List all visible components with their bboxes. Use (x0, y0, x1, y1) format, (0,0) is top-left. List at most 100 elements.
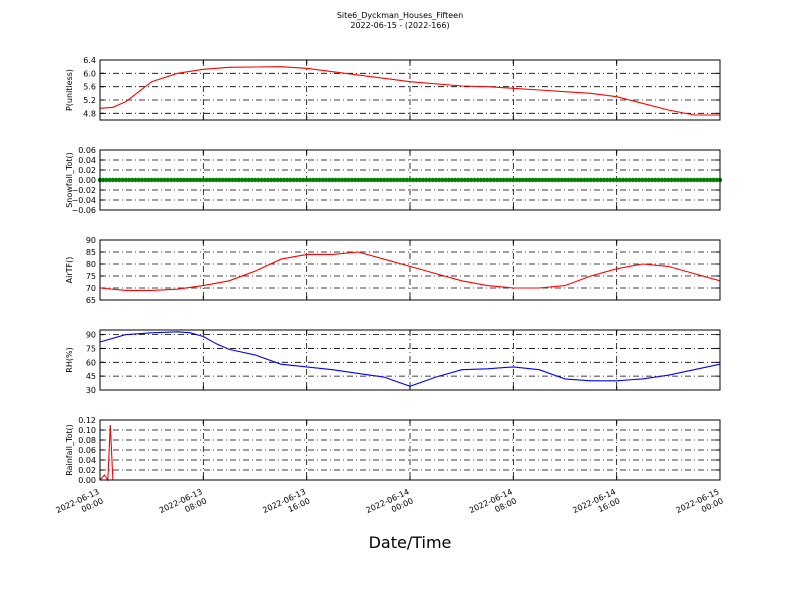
snowfall-point (633, 177, 639, 183)
snowfall-point (385, 177, 390, 183)
snowfall-point (566, 177, 571, 183)
y-tick-label: 0.00 (78, 176, 96, 185)
snowfall-point (188, 177, 193, 183)
snowfall-point (217, 177, 222, 183)
snowfall-point (478, 177, 484, 183)
snowfall-point (181, 177, 187, 183)
snowfall-point (197, 177, 203, 183)
y-tick-label: 90 (86, 236, 96, 245)
snowfall-point (133, 177, 138, 183)
y-tick-label: 65 (86, 296, 96, 305)
y-tick-label: 5.2 (83, 96, 96, 105)
snowfall-point (569, 177, 574, 183)
y-tick-label: −0.02 (71, 186, 96, 195)
series-line (99, 251, 721, 291)
snowfall-point (656, 177, 661, 183)
snowfall-point (126, 177, 132, 183)
y-tick-label: 6.0 (83, 69, 96, 78)
y-tick-label: 75 (86, 272, 96, 281)
snowfall-point (414, 177, 419, 183)
snowfall-point (679, 177, 684, 183)
snowfall-point (184, 177, 190, 183)
snowfall-point (514, 177, 519, 183)
snowfall-point (462, 177, 468, 183)
y-tick-label: 45 (86, 372, 96, 381)
snowfall-point (359, 177, 364, 183)
y-tick-label: 0.06 (78, 446, 96, 455)
snowfall-point (588, 177, 594, 183)
snowfall-point (546, 177, 552, 183)
snowfall-point (472, 177, 477, 183)
snowfall-point (349, 177, 355, 183)
snowfall-point (485, 177, 490, 183)
snowfall-point (288, 177, 293, 183)
chart-subtitle: 2022-06-15 - (2022-166) (350, 21, 450, 30)
snowfall-point (294, 177, 300, 183)
snowfall-point (265, 177, 271, 183)
snowfall-point (339, 177, 345, 183)
snowfall-point (233, 177, 238, 183)
snowfall-point (372, 177, 377, 183)
y-tick-label: 80 (86, 260, 96, 269)
snowfall-point (640, 177, 645, 183)
snowfall-point (675, 177, 681, 183)
snowfall-point (714, 177, 719, 183)
snowfall-point (608, 177, 613, 183)
snowfall-point (262, 177, 267, 183)
snowfall-point (491, 177, 497, 183)
snowfall-point (165, 177, 171, 183)
snowfall-point (239, 177, 245, 183)
snowfall-point (688, 177, 694, 183)
snowfall-point (130, 177, 135, 183)
snowfall-point (662, 177, 668, 183)
snowfall-point (307, 177, 313, 183)
snowfall-point (149, 177, 154, 183)
snowfall-point (630, 177, 636, 183)
snowfall-point (268, 177, 274, 183)
panel-frame (99, 329, 721, 391)
snowfall-point (117, 177, 122, 183)
snowfall-point (214, 177, 219, 183)
y-tick-label: 0.02 (78, 466, 96, 475)
snowfall-point (323, 177, 329, 183)
snowfall-point (559, 177, 564, 183)
snowfall-point (465, 177, 471, 183)
snowfall-point (643, 177, 648, 183)
snowfall-point (275, 177, 280, 183)
snowfall-point (330, 177, 335, 183)
snowfall-point (617, 177, 623, 183)
snowfall-point (498, 177, 503, 183)
snowfall-point (524, 177, 529, 183)
snowfall-point (310, 177, 316, 183)
snowfall-point (249, 177, 254, 183)
y-tick-label: 0.10 (78, 426, 96, 435)
snowfall-point (375, 177, 380, 183)
snowfall-point (653, 177, 658, 183)
snowfall-point (691, 177, 697, 183)
y-tick-label: 5.6 (83, 83, 96, 92)
y-tick-label: −0.04 (71, 196, 96, 205)
snowfall-point (646, 177, 652, 183)
snowfall-point (449, 177, 455, 183)
snowfall-point (649, 177, 655, 183)
snowfall-point (536, 177, 542, 183)
snowfall-point (520, 177, 526, 183)
snowfall-point (320, 177, 326, 183)
snowfall-point (401, 177, 406, 183)
snowfall-point (427, 177, 432, 183)
snowfall-point (146, 177, 151, 183)
snowfall-point (220, 177, 225, 183)
snowfall-point (230, 177, 235, 183)
panel-frame (99, 419, 721, 481)
snowfall-point (285, 177, 290, 183)
snowfall-point (572, 177, 577, 183)
snowfall-point (336, 177, 342, 183)
snowfall-point (585, 177, 590, 183)
snowfall-point (123, 177, 129, 183)
snowfall-point (136, 177, 141, 183)
snowfall-point (243, 177, 248, 183)
